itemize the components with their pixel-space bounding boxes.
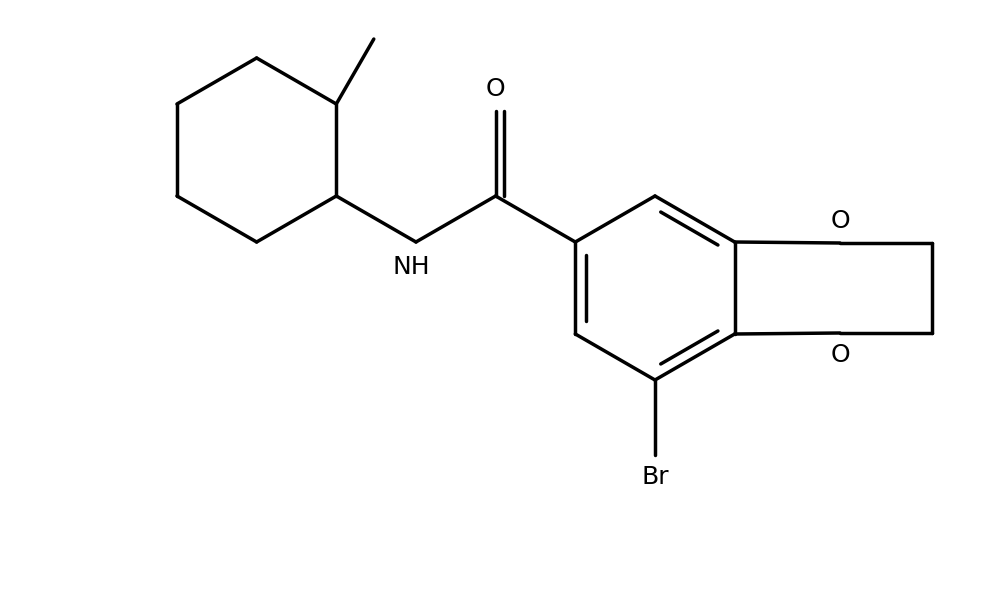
Text: O: O xyxy=(829,343,849,367)
Text: NH: NH xyxy=(392,255,429,279)
Text: Br: Br xyxy=(640,465,668,489)
Text: O: O xyxy=(485,77,505,101)
Text: O: O xyxy=(829,209,849,233)
